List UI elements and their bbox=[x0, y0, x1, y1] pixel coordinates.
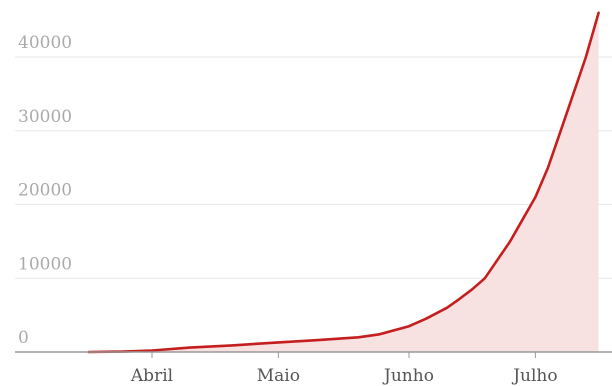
y-tick-label-40000: 40000 bbox=[18, 33, 72, 53]
area-layer bbox=[88, 12, 599, 353]
x-tick-label-junho: Junho bbox=[382, 366, 434, 386]
series-line bbox=[87, 11, 600, 354]
x-tick-label-julho: Julho bbox=[511, 366, 557, 386]
label-layer: 0 10000 20000 30000 40000 Abril Maio Junho Julho bbox=[18, 33, 558, 386]
x-tick-label-abril: Abril bbox=[130, 366, 173, 386]
x-tick-label-maio: Maio bbox=[257, 366, 300, 386]
series-area bbox=[88, 12, 599, 353]
y-tick-label-20000: 20000 bbox=[18, 181, 72, 201]
line-layer bbox=[87, 11, 600, 354]
y-tick-label-0: 0 bbox=[18, 328, 29, 348]
axis-layer bbox=[15, 351, 612, 358]
y-tick-label-30000: 30000 bbox=[18, 107, 72, 127]
y-tick-label-10000: 10000 bbox=[18, 254, 72, 274]
